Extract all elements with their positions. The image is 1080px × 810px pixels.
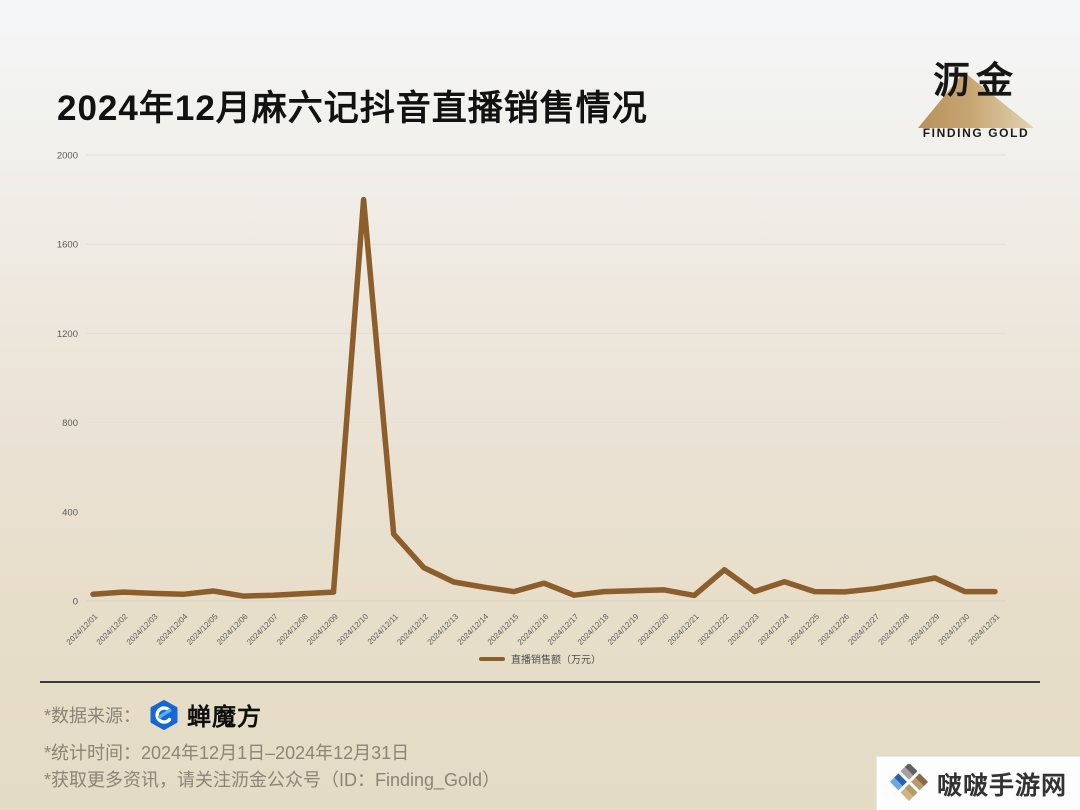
data-source-label: *数据来源： [44,705,142,726]
footer-divider [40,681,1040,683]
data-source-row: *数据来源： 蝉魔方 [44,697,262,732]
chanmofang-logo-icon [150,699,178,730]
sales-line-chart: 04008001200160020002024/12/012024/12/022… [57,151,1006,647]
svg-text:2024/12/10: 2024/12/10 [335,612,370,647]
watermark-text: 啵啵手游网 [937,771,1068,800]
svg-text:1200: 1200 [57,329,78,340]
svg-text:1600: 1600 [57,240,78,251]
svg-text:0: 0 [73,597,78,608]
chart-legend: 直播销售额（万元） [0,651,1080,666]
page-title: 2024年12月麻六记抖音直播销售情况 [57,89,648,128]
stat-period-text: *统计时间：2024年12月1日–2024年12月31日 [44,743,410,763]
svg-text:800: 800 [62,418,78,429]
brand-name-cn: 沥金 [933,60,1019,101]
brand-logo: 沥金 FINDING GOLD [918,50,1034,142]
more-info-text: *获取更多资讯，请关注沥金公众号（ID：Finding_Gold） [44,770,501,790]
watermark-diamond-icon [889,763,929,801]
svg-text:2024/12/31: 2024/12/31 [967,612,1002,647]
gold-mountain-icon [918,72,1034,128]
brand-name-en: FINDING GOLD [922,126,1030,140]
svg-text:2000: 2000 [57,151,78,162]
legend-label: 直播销售额（万元） [511,655,601,666]
svg-text:400: 400 [62,507,78,518]
data-source-name: 蝉魔方 [187,704,263,731]
chart-area: 0 400 800 1200 1600 2000 2024/12/01 2024/12/02 2… [0,140,1080,660]
site-watermark: 啵啵手游网 [876,756,1080,810]
legend-line-swatch [479,656,505,661]
